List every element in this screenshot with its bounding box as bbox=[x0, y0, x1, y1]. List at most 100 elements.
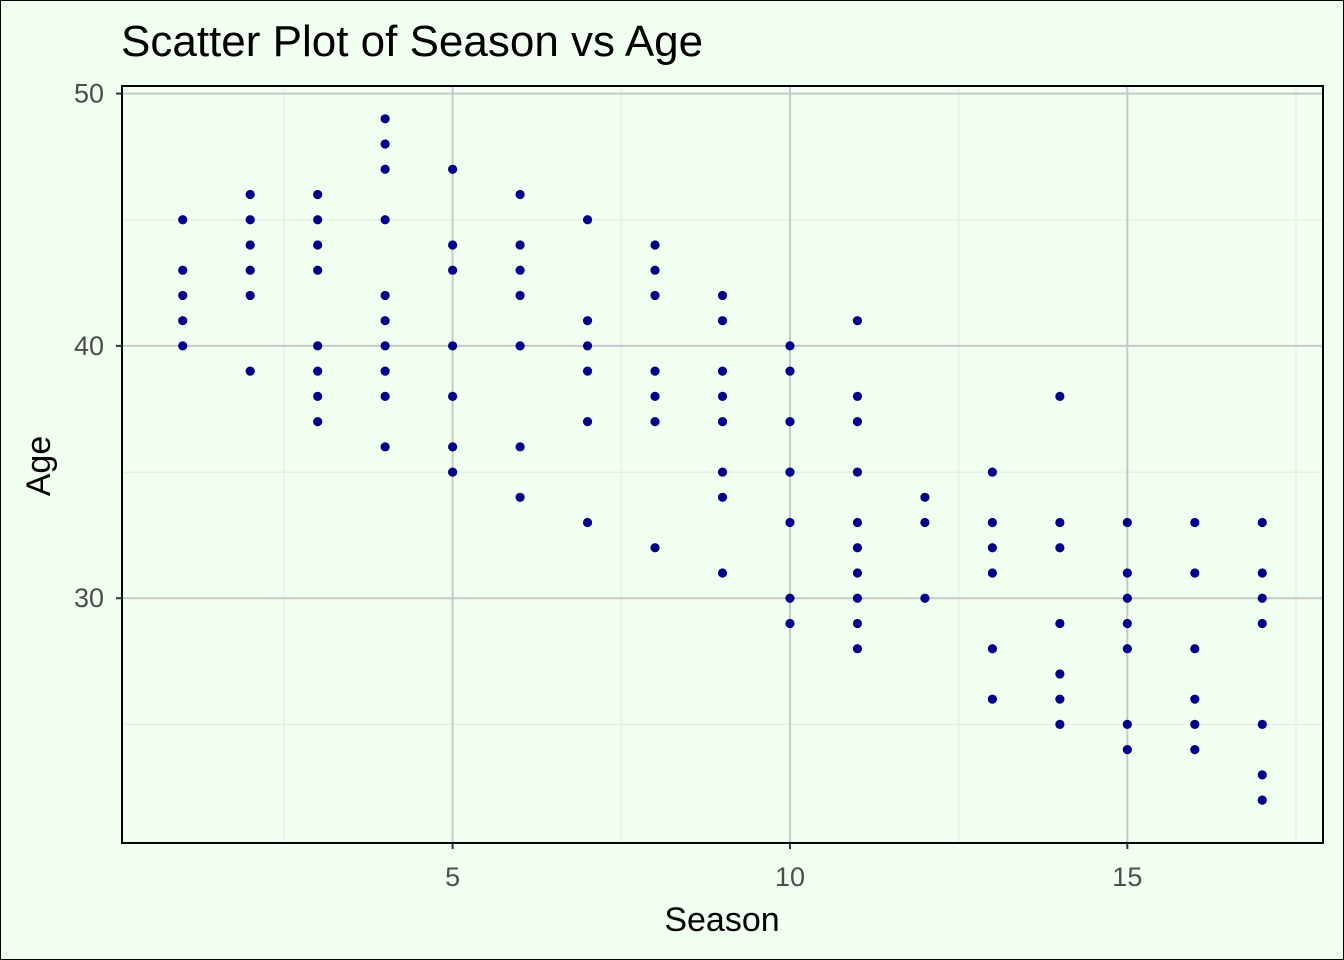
data-point bbox=[245, 189, 255, 200]
data-point bbox=[785, 417, 795, 427]
data-point bbox=[245, 215, 255, 225]
data-point bbox=[1122, 719, 1132, 730]
y-axis-ticks: 30 40 50 bbox=[74, 79, 122, 613]
data-point bbox=[785, 593, 795, 603]
data-point bbox=[380, 164, 390, 174]
data-point bbox=[515, 189, 525, 200]
data-point bbox=[785, 618, 795, 629]
data-point bbox=[1190, 719, 1200, 730]
data-point bbox=[448, 467, 458, 477]
data-point bbox=[178, 341, 188, 351]
data-point bbox=[380, 341, 390, 351]
data-point bbox=[1257, 517, 1267, 528]
data-point bbox=[380, 139, 390, 149]
data-point bbox=[245, 290, 255, 301]
data-point bbox=[515, 240, 525, 250]
data-point bbox=[1190, 517, 1200, 528]
data-point bbox=[987, 568, 997, 578]
data-point bbox=[650, 391, 660, 401]
data-point bbox=[313, 417, 323, 427]
data-point bbox=[1257, 795, 1267, 805]
data-point bbox=[785, 341, 795, 351]
data-point bbox=[448, 442, 458, 452]
data-point bbox=[448, 164, 458, 174]
data-point bbox=[920, 517, 930, 528]
data-point bbox=[717, 391, 728, 401]
data-point bbox=[717, 417, 728, 427]
x-axis-ticks: 5 10 15 bbox=[445, 843, 1142, 892]
data-point bbox=[313, 265, 323, 275]
data-point bbox=[920, 492, 930, 502]
data-point bbox=[1055, 543, 1065, 553]
data-point bbox=[515, 341, 525, 351]
data-point bbox=[313, 189, 323, 200]
data-point bbox=[178, 215, 188, 225]
data-point bbox=[1190, 568, 1200, 578]
x-tick-label: 5 bbox=[445, 862, 460, 892]
data-point bbox=[852, 467, 863, 477]
data-point bbox=[515, 492, 525, 502]
data-point bbox=[650, 417, 660, 427]
data-point bbox=[515, 290, 525, 301]
x-tick-label: 15 bbox=[1112, 862, 1142, 892]
data-point bbox=[380, 290, 390, 301]
data-point bbox=[717, 290, 728, 301]
y-tick-label: 40 bbox=[74, 331, 104, 361]
data-point bbox=[313, 240, 323, 250]
data-point bbox=[1055, 719, 1065, 730]
y-tick-label: 50 bbox=[74, 79, 104, 109]
data-point bbox=[852, 644, 863, 654]
data-point bbox=[1257, 568, 1267, 578]
data-point bbox=[1055, 618, 1065, 629]
data-point bbox=[1190, 745, 1200, 755]
data-point bbox=[650, 290, 660, 301]
y-axis-title: Age bbox=[20, 436, 58, 497]
data-point bbox=[582, 366, 593, 376]
data-point bbox=[178, 316, 188, 326]
data-point bbox=[852, 391, 863, 401]
data-point bbox=[852, 618, 863, 629]
x-axis-title: Season bbox=[664, 901, 779, 939]
data-point bbox=[1122, 593, 1132, 603]
data-point bbox=[1190, 694, 1200, 704]
data-point bbox=[448, 391, 458, 401]
data-point bbox=[852, 593, 863, 603]
chart-title: Scatter Plot of Season vs Age bbox=[121, 17, 703, 66]
data-point bbox=[717, 366, 728, 376]
data-point bbox=[852, 316, 863, 326]
data-point bbox=[1122, 745, 1132, 755]
data-point bbox=[1257, 770, 1267, 780]
data-point bbox=[1055, 517, 1065, 528]
data-point bbox=[448, 240, 458, 250]
data-point bbox=[717, 316, 728, 326]
data-point bbox=[650, 366, 660, 376]
data-point bbox=[987, 467, 997, 477]
data-point bbox=[178, 290, 188, 301]
data-point bbox=[987, 694, 997, 704]
data-point bbox=[717, 492, 728, 502]
data-point bbox=[650, 240, 660, 250]
data-point bbox=[1055, 694, 1065, 704]
data-point bbox=[380, 366, 390, 376]
data-point bbox=[1122, 568, 1132, 578]
data-point bbox=[582, 316, 593, 326]
data-point bbox=[178, 265, 188, 275]
data-point bbox=[1122, 644, 1132, 654]
data-point bbox=[1257, 618, 1267, 629]
data-point bbox=[245, 240, 255, 250]
data-point bbox=[852, 417, 863, 427]
data-point bbox=[380, 316, 390, 326]
data-point bbox=[785, 517, 795, 528]
data-point bbox=[380, 442, 390, 452]
data-point bbox=[852, 543, 863, 553]
data-point bbox=[785, 366, 795, 376]
data-point bbox=[313, 391, 323, 401]
data-point bbox=[582, 341, 593, 351]
data-point bbox=[448, 265, 458, 275]
data-point bbox=[448, 341, 458, 351]
data-point bbox=[717, 568, 728, 578]
data-point bbox=[650, 265, 660, 275]
data-point bbox=[1257, 593, 1267, 603]
data-point bbox=[245, 366, 255, 376]
